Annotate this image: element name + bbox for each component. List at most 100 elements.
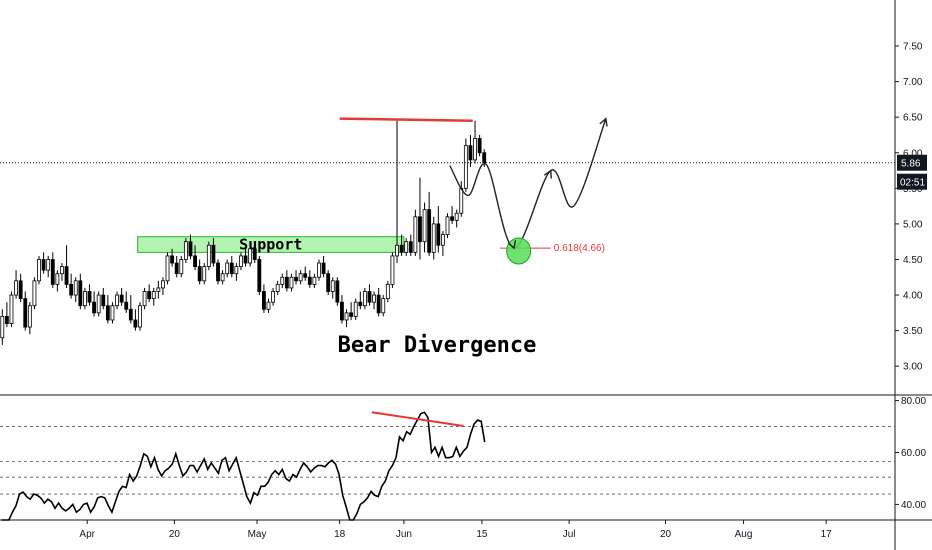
candle[interactable] [179, 255, 184, 278]
candle[interactable] [344, 309, 349, 328]
candle[interactable] [234, 263, 239, 281]
candle[interactable] [161, 277, 165, 296]
candle[interactable] [105, 295, 110, 324]
candle[interactable] [468, 134, 473, 167]
candle[interactable] [353, 298, 358, 320]
candle[interactable] [124, 291, 129, 313]
candle[interactable] [174, 255, 179, 278]
candle[interactable] [138, 302, 142, 331]
candle[interactable] [165, 252, 170, 285]
candle[interactable] [326, 270, 331, 296]
candle[interactable] [372, 291, 376, 310]
candle[interactable] [261, 284, 266, 313]
candle[interactable] [46, 255, 51, 278]
candle[interactable] [37, 255, 41, 285]
candle[interactable] [92, 291, 97, 317]
candle[interactable] [399, 234, 404, 256]
candle[interactable] [50, 252, 55, 288]
candle[interactable] [390, 252, 395, 288]
oscillator-line[interactable] [1, 411, 486, 521]
candle[interactable] [266, 298, 271, 313]
candle[interactable] [128, 295, 133, 324]
candle[interactable] [330, 277, 335, 299]
candle[interactable] [115, 291, 119, 310]
candle[interactable] [170, 248, 175, 267]
candle[interactable] [4, 302, 9, 328]
candle[interactable] [78, 273, 83, 310]
candle[interactable] [418, 177, 422, 260]
candle[interactable] [9, 291, 14, 328]
candle[interactable] [183, 238, 188, 264]
candle[interactable] [376, 287, 381, 317]
candle[interactable] [454, 209, 459, 228]
candle[interactable] [349, 302, 354, 320]
candle[interactable] [280, 273, 285, 288]
resistance-trendline[interactable] [339, 117, 473, 122]
candle[interactable] [294, 270, 298, 285]
candle[interactable] [156, 280, 161, 299]
candle[interactable] [147, 284, 152, 303]
candle[interactable] [303, 266, 308, 281]
candle[interactable] [422, 202, 427, 253]
candle[interactable] [142, 287, 147, 310]
candle[interactable] [202, 263, 207, 285]
candle[interactable] [367, 284, 372, 306]
candle[interactable] [289, 273, 294, 292]
candle[interactable] [27, 302, 32, 335]
candle[interactable] [252, 241, 257, 264]
candle[interactable] [257, 255, 262, 296]
candle[interactable] [188, 234, 193, 260]
support-rectangle[interactable] [137, 236, 405, 253]
candle[interactable] [335, 277, 340, 306]
candle[interactable] [14, 270, 18, 299]
candle[interactable] [32, 277, 37, 310]
candle[interactable] [206, 241, 211, 271]
candle[interactable] [87, 284, 92, 306]
candle[interactable] [473, 120, 477, 164]
candle[interactable] [385, 280, 390, 303]
candle[interactable] [101, 287, 106, 310]
candle[interactable] [284, 270, 289, 292]
candle[interactable] [450, 206, 455, 224]
candle[interactable] [60, 263, 64, 281]
candle[interactable] [69, 273, 74, 299]
candle[interactable] [271, 287, 276, 306]
candle[interactable] [23, 291, 28, 331]
candle[interactable] [321, 255, 326, 278]
candle[interactable] [404, 238, 409, 256]
candle[interactable] [408, 234, 413, 256]
candle[interactable] [395, 120, 399, 264]
candle[interactable] [0, 309, 5, 345]
oscillator-divergence-line[interactable] [371, 411, 464, 428]
candle[interactable] [312, 273, 317, 288]
candle[interactable] [133, 309, 138, 331]
candle[interactable] [211, 238, 216, 267]
candle[interactable] [193, 245, 197, 271]
candle[interactable] [307, 270, 312, 288]
candle[interactable] [248, 245, 253, 267]
candle[interactable] [119, 287, 124, 306]
candle[interactable] [229, 255, 234, 278]
candle[interactable] [243, 248, 248, 267]
candle[interactable] [431, 216, 436, 260]
candle[interactable] [55, 270, 60, 292]
candle[interactable] [110, 302, 115, 324]
candle[interactable] [41, 252, 46, 274]
candle[interactable] [436, 206, 441, 253]
candle[interactable] [413, 209, 418, 256]
target-circle[interactable] [506, 237, 532, 265]
candle[interactable] [358, 291, 363, 310]
candle[interactable] [197, 259, 202, 285]
candle[interactable] [362, 287, 367, 310]
candle[interactable] [317, 259, 321, 281]
candle[interactable] [427, 191, 432, 256]
projection-path[interactable] [449, 118, 607, 249]
candle[interactable] [216, 259, 220, 285]
candle[interactable] [340, 295, 344, 324]
candle[interactable] [239, 252, 243, 271]
candle[interactable] [64, 245, 69, 288]
candle[interactable] [477, 134, 482, 157]
candle[interactable] [440, 231, 445, 256]
candle[interactable] [298, 270, 303, 285]
candle[interactable] [463, 138, 468, 192]
